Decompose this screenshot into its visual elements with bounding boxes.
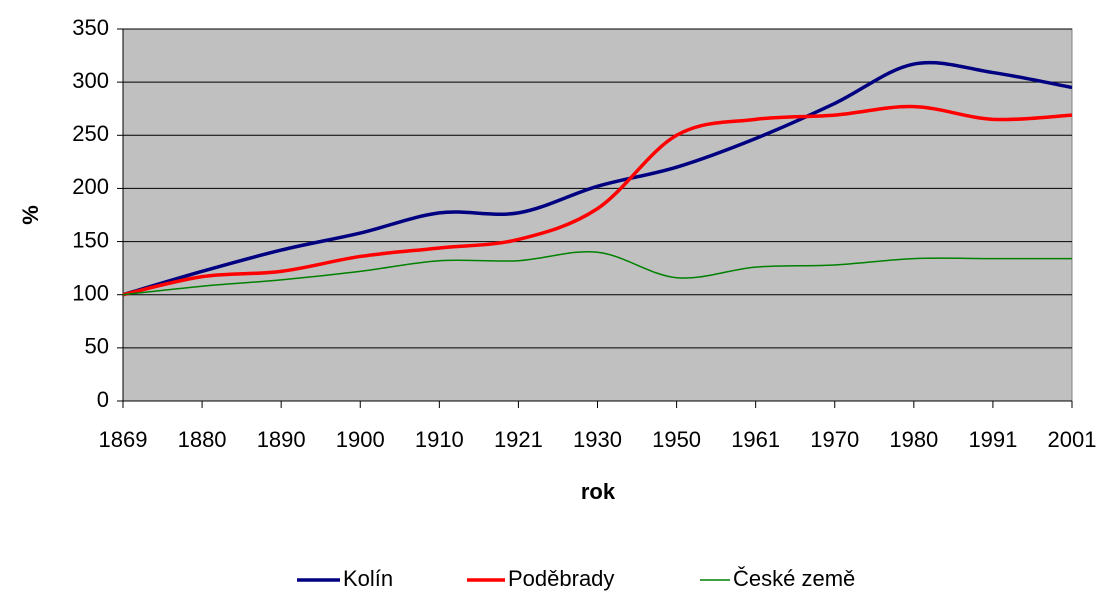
x-tick-label: 1890 (257, 427, 306, 452)
y-axis-label: % (18, 205, 43, 225)
x-tick-label: 1900 (336, 427, 385, 452)
x-tick-label: 1910 (415, 427, 464, 452)
y-tick-label: 200 (72, 174, 109, 199)
plot-area (122, 28, 1073, 402)
line-series (122, 104, 1073, 297)
y-tick-label: 250 (72, 121, 109, 146)
x-tick-label: 1880 (178, 427, 227, 452)
y-tick-label: 0 (97, 387, 109, 412)
legend-label: Poděbrady (508, 566, 614, 591)
x-tick-label: 1869 (99, 427, 148, 452)
legend-label: Kolín (343, 566, 393, 591)
x-tick-label: 2001 (1048, 427, 1097, 452)
x-tick-label: 1950 (652, 427, 701, 452)
x-axis-label: rok (581, 479, 616, 504)
legend-label: České země (733, 566, 855, 591)
x-tick-label: 1991 (968, 427, 1017, 452)
line-series (122, 60, 1073, 297)
x-tick-label: 1980 (889, 427, 938, 452)
x-tick-label: 1961 (731, 427, 780, 452)
x-tick-label: 1970 (810, 427, 859, 452)
line-series (122, 250, 1072, 296)
x-tick-label: 1921 (494, 427, 543, 452)
x-tick-label: 1930 (573, 427, 622, 452)
y-tick-label: 150 (72, 227, 109, 252)
y-tick-label: 350 (72, 15, 109, 40)
y-tick-label: 100 (72, 281, 109, 306)
y-tick-label: 50 (85, 334, 109, 359)
y-tick-label: 300 (72, 68, 109, 93)
